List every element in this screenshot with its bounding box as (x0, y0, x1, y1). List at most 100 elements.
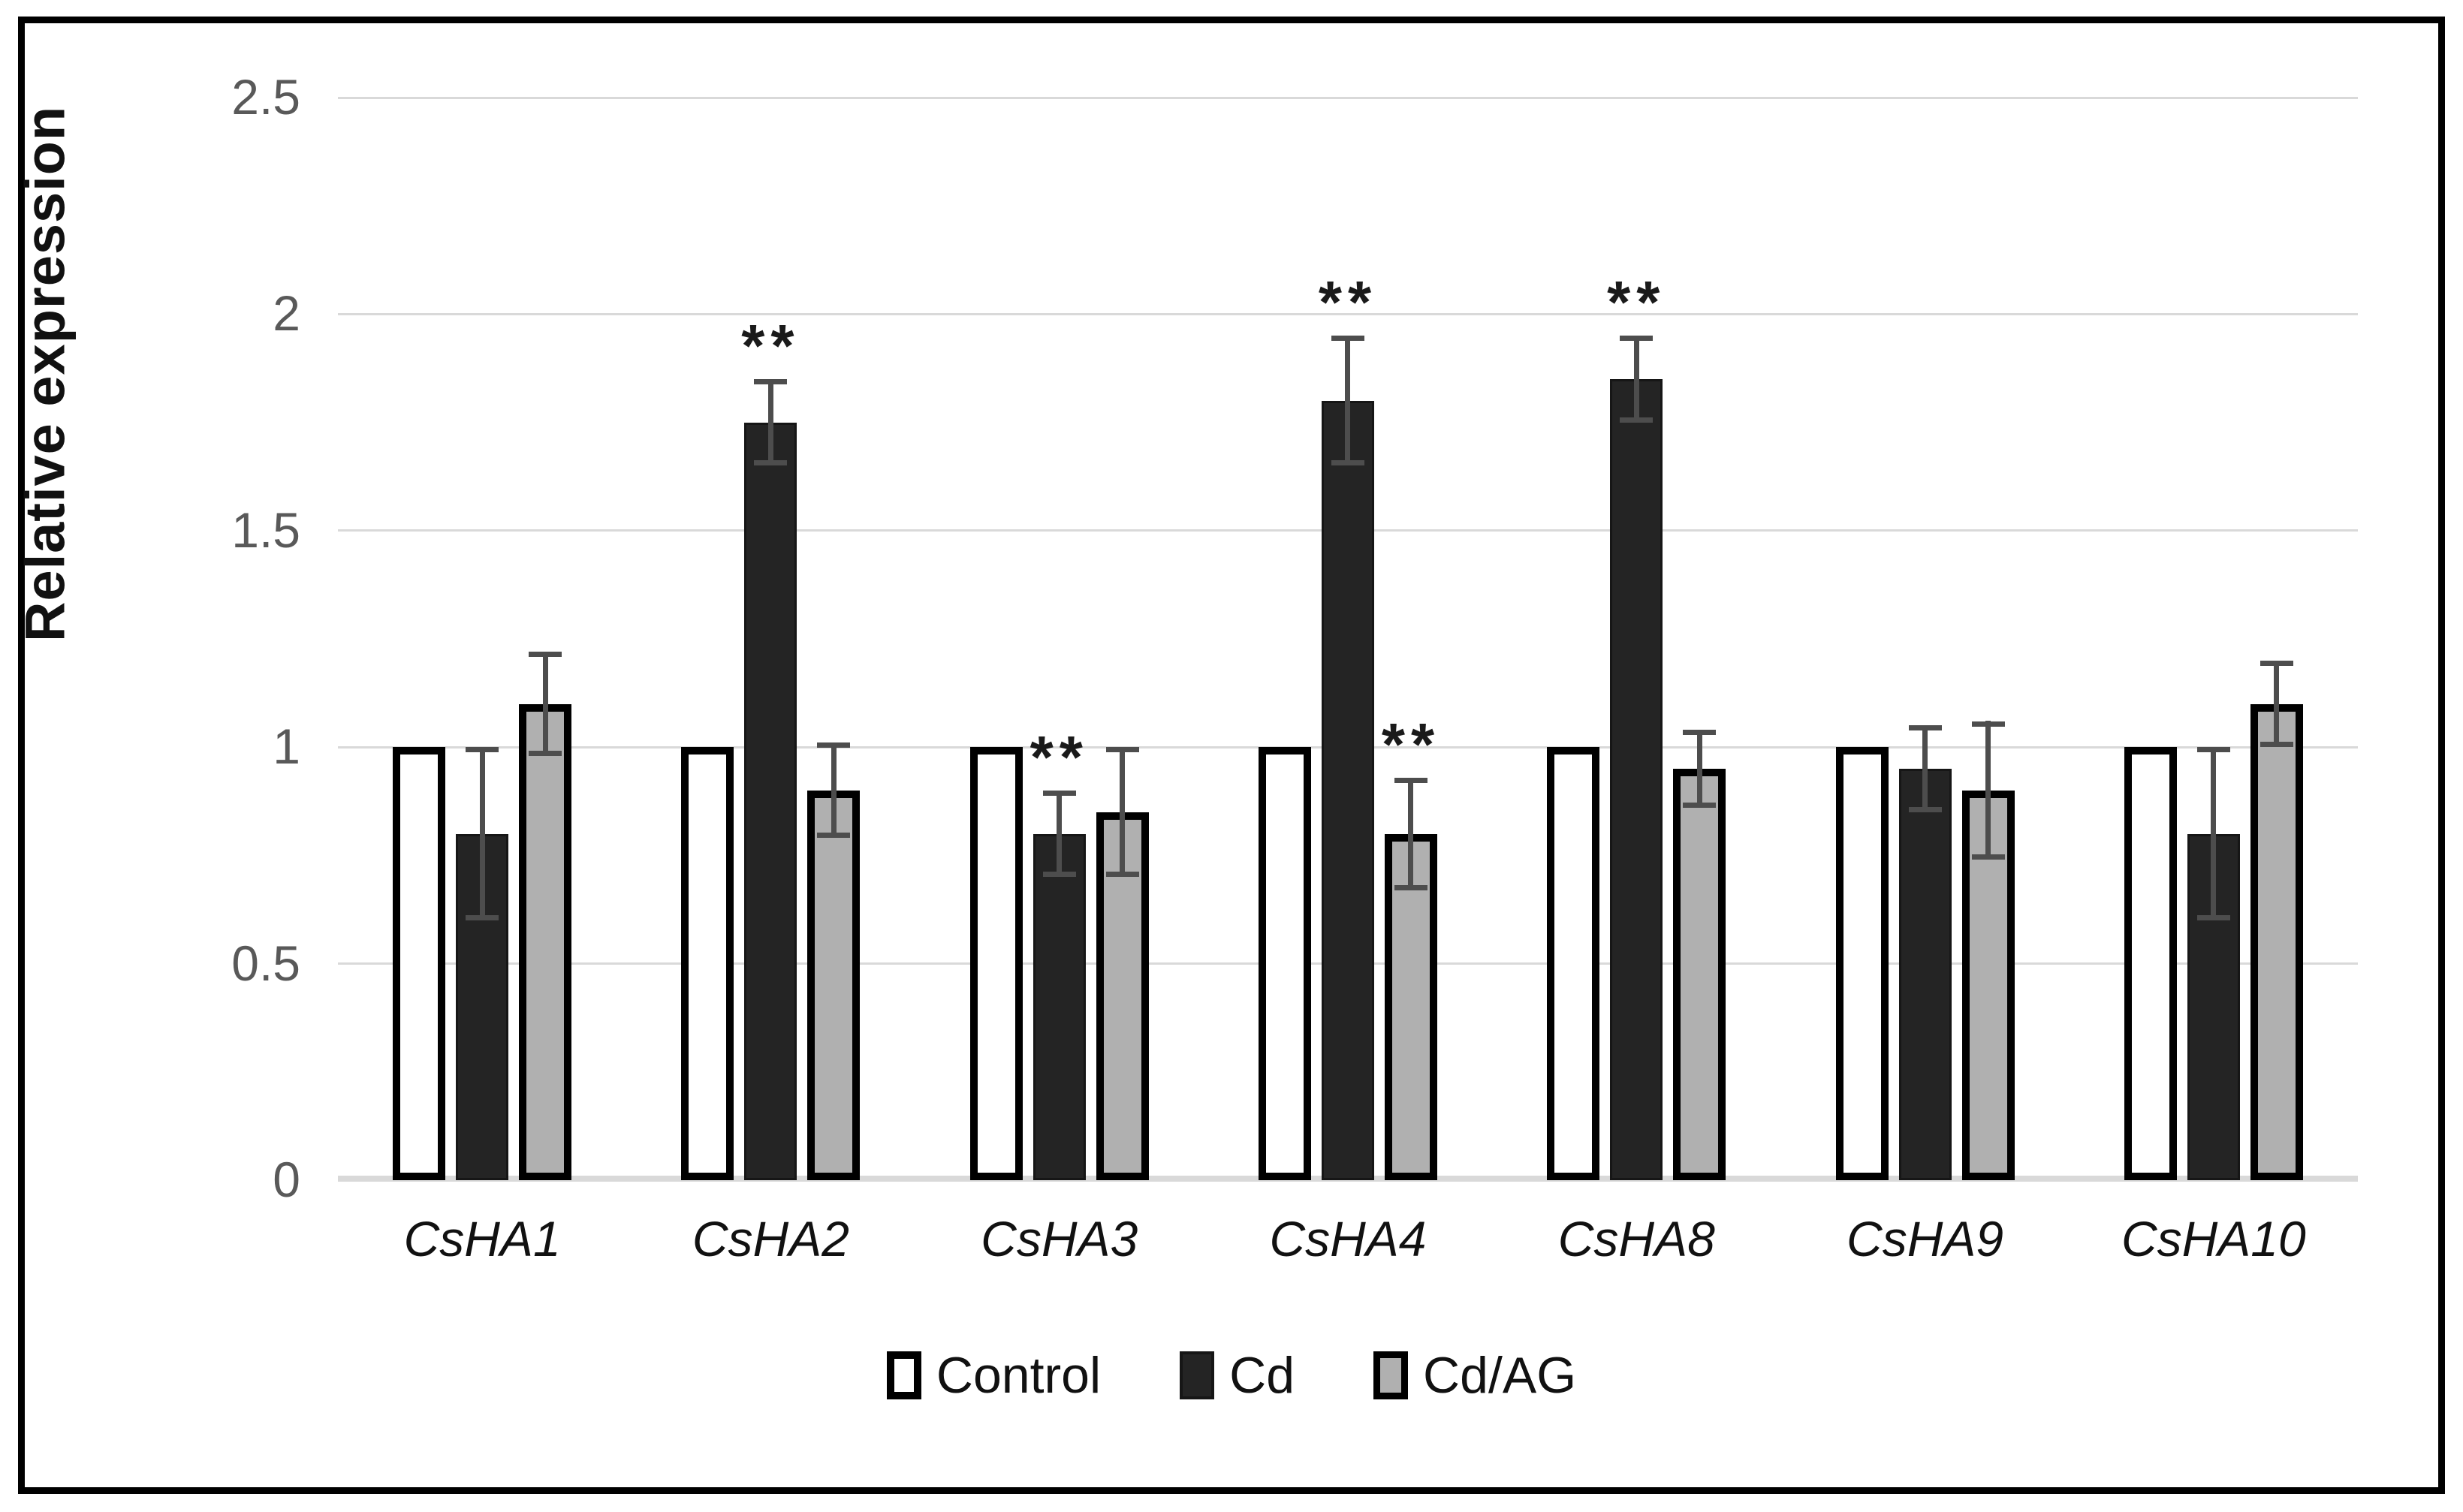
error-bar (2211, 747, 2217, 920)
error-bar-bottom-cap (2196, 915, 2230, 920)
error-bar-bottom-cap (1683, 803, 1717, 808)
error-bar-top-cap (1908, 725, 1942, 730)
error-bar (2274, 661, 2280, 747)
x-axis-label: CsHA4 (1269, 1211, 1427, 1267)
bar-slot: ** (1318, 98, 1378, 1180)
bar-control (1835, 747, 1889, 1180)
error-bar (542, 652, 548, 756)
bar-group-bars: ** (626, 98, 915, 1180)
error-bar-bottom-cap (754, 460, 788, 465)
error-bar-top-cap (1105, 747, 1139, 752)
significance-marker: ** (1607, 280, 1666, 324)
bar-slot (1673, 98, 1726, 1180)
bar-slot: ** (1381, 98, 1441, 1180)
legend: Control Cd Cd/AG (0, 1350, 2463, 1401)
legend-item-control: Control (886, 1347, 1102, 1404)
y-tick-label: 2 (273, 285, 300, 341)
error-bar-bottom-cap (1105, 872, 1139, 877)
bar-group: ** (626, 98, 915, 1180)
bar-slot (969, 98, 1023, 1180)
error-bar-bottom-cap (2260, 742, 2293, 747)
y-tick-label: 0 (273, 1152, 300, 1207)
error-bar-top-cap (1683, 730, 1717, 735)
y-tick-label: 0.5 (231, 935, 300, 991)
bar-slot (807, 98, 861, 1180)
error-bar-bottom-cap (1620, 417, 1654, 423)
bar-control (1258, 747, 1311, 1180)
legend-item-cdag: Cd/AG (1373, 1350, 1576, 1401)
bar-cdag (519, 704, 572, 1180)
bar-slot (1258, 98, 1311, 1180)
x-axis-label: CsHA9 (1846, 1211, 2004, 1267)
x-axis-label: CsHA2 (692, 1211, 849, 1267)
bar-control (969, 747, 1023, 1180)
bar-slot (681, 98, 734, 1180)
significance-marker: ** (1318, 280, 1378, 324)
error-bar (1120, 747, 1126, 877)
error-bar-bottom-cap (1331, 460, 1364, 465)
bar-group (338, 98, 626, 1180)
bar-cdag (807, 791, 861, 1180)
error-bar-bottom-cap (1971, 854, 2005, 860)
error-bar (1985, 721, 1991, 860)
y-tick-label: 1 (273, 718, 300, 774)
error-bar-top-cap (2196, 747, 2230, 752)
error-bar-top-cap (1331, 336, 1364, 341)
bar-group-bars (2070, 98, 2358, 1180)
bar-cd (1321, 401, 1374, 1180)
y-tick-label: 1.5 (231, 502, 300, 558)
bar-group-bars: ** (1492, 98, 1780, 1180)
bar-control (1547, 747, 1600, 1180)
error-bar-bottom-cap (466, 915, 499, 920)
bar-slot (1961, 98, 2015, 1180)
error-bar (1922, 726, 1928, 812)
bar-cdag (1673, 769, 1726, 1180)
bar-slot (1547, 98, 1600, 1180)
error-bar-top-cap (1042, 791, 1076, 796)
error-bar (767, 379, 773, 465)
bar-group-bars: ** (915, 98, 1204, 1180)
bar-group-bars: ** ** (1204, 98, 1492, 1180)
bar-slot (2250, 98, 2303, 1180)
bar-slot: ** (741, 98, 800, 1180)
significance-marker: ** (1381, 722, 1441, 766)
significance-marker: ** (1030, 735, 1089, 779)
error-bar (1057, 791, 1063, 877)
significance-marker: ** (741, 324, 800, 367)
bar-control (2124, 747, 2177, 1180)
x-axis-label: CsHA1 (403, 1211, 561, 1267)
gridline (338, 313, 2358, 315)
bar-slot (456, 98, 509, 1180)
legend-label: Cd (1229, 1347, 1295, 1404)
bar-cd (456, 834, 509, 1180)
bar-slot (1096, 98, 1149, 1180)
bar-cd (1898, 769, 1952, 1180)
error-bar-top-cap (1620, 336, 1654, 341)
error-bar-bottom-cap (817, 833, 851, 838)
bar-group: ** (1492, 98, 1780, 1180)
error-bar-top-cap (754, 379, 788, 384)
bar-group-bars (1780, 98, 2069, 1180)
error-bar-bottom-cap (1042, 872, 1076, 877)
cdag-swatch-icon (1373, 1351, 1409, 1399)
bar-slot (1898, 98, 1952, 1180)
bar-slot (2124, 98, 2177, 1180)
bar-cd (744, 423, 797, 1180)
y-tick-label: 2.5 (231, 69, 300, 125)
bar-slot (393, 98, 446, 1180)
legend-item-cd: Cd (1180, 1350, 1295, 1401)
bar-slot (2187, 98, 2240, 1180)
error-bar-top-cap (1394, 778, 1427, 783)
error-bar-bottom-cap (529, 751, 562, 756)
error-bar (1696, 730, 1702, 808)
bar-slot: ** (1607, 98, 1666, 1180)
cd-swatch-icon (1180, 1351, 1215, 1399)
bar-slot (519, 98, 572, 1180)
bar-group: ** ** (1204, 98, 1492, 1180)
bar-cd (1610, 379, 1663, 1180)
error-bar-top-cap (2260, 661, 2293, 666)
legend-label: Control (936, 1347, 1102, 1404)
bar-control (393, 747, 446, 1180)
error-bar-bottom-cap (1394, 885, 1427, 890)
